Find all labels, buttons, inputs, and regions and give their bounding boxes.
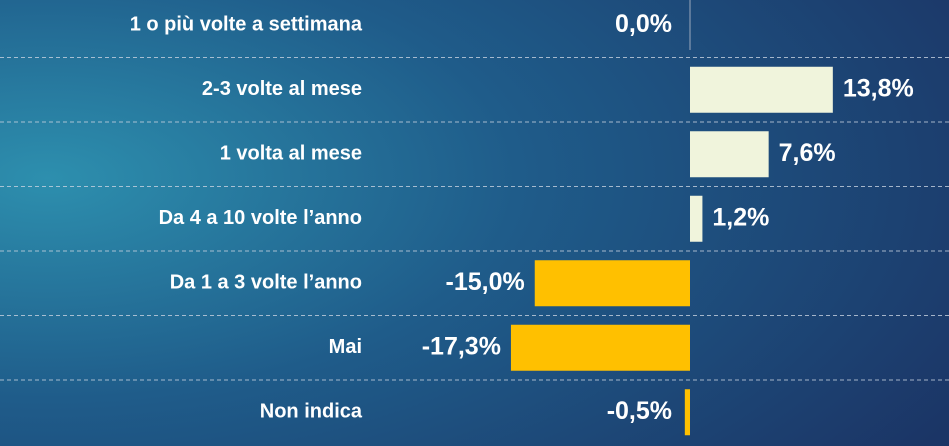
bar: [684, 389, 690, 436]
value-label: 0,0%: [615, 10, 672, 38]
bar: [510, 324, 690, 371]
bar: [690, 195, 703, 242]
category-label: 2-3 volte al mese: [202, 78, 362, 100]
category-label: Non indica: [260, 401, 363, 423]
category-label: Da 1 a 3 volte l’anno: [170, 272, 362, 294]
value-label: 7,6%: [779, 139, 836, 167]
value-label: 13,8%: [843, 74, 914, 102]
bar: [534, 260, 690, 307]
category-label: 1 volta al mese: [220, 143, 362, 165]
category-label: Da 4 a 10 volte l’anno: [159, 207, 362, 229]
bar: [690, 66, 833, 113]
value-label: 1,2%: [712, 203, 769, 231]
value-label: -15,0%: [446, 268, 525, 296]
value-label: -17,3%: [422, 332, 501, 360]
bar: [690, 131, 769, 178]
category-label: 1 o più volte a settimana: [130, 14, 363, 36]
value-label: -0,5%: [607, 397, 672, 425]
category-label: Mai: [329, 336, 362, 358]
